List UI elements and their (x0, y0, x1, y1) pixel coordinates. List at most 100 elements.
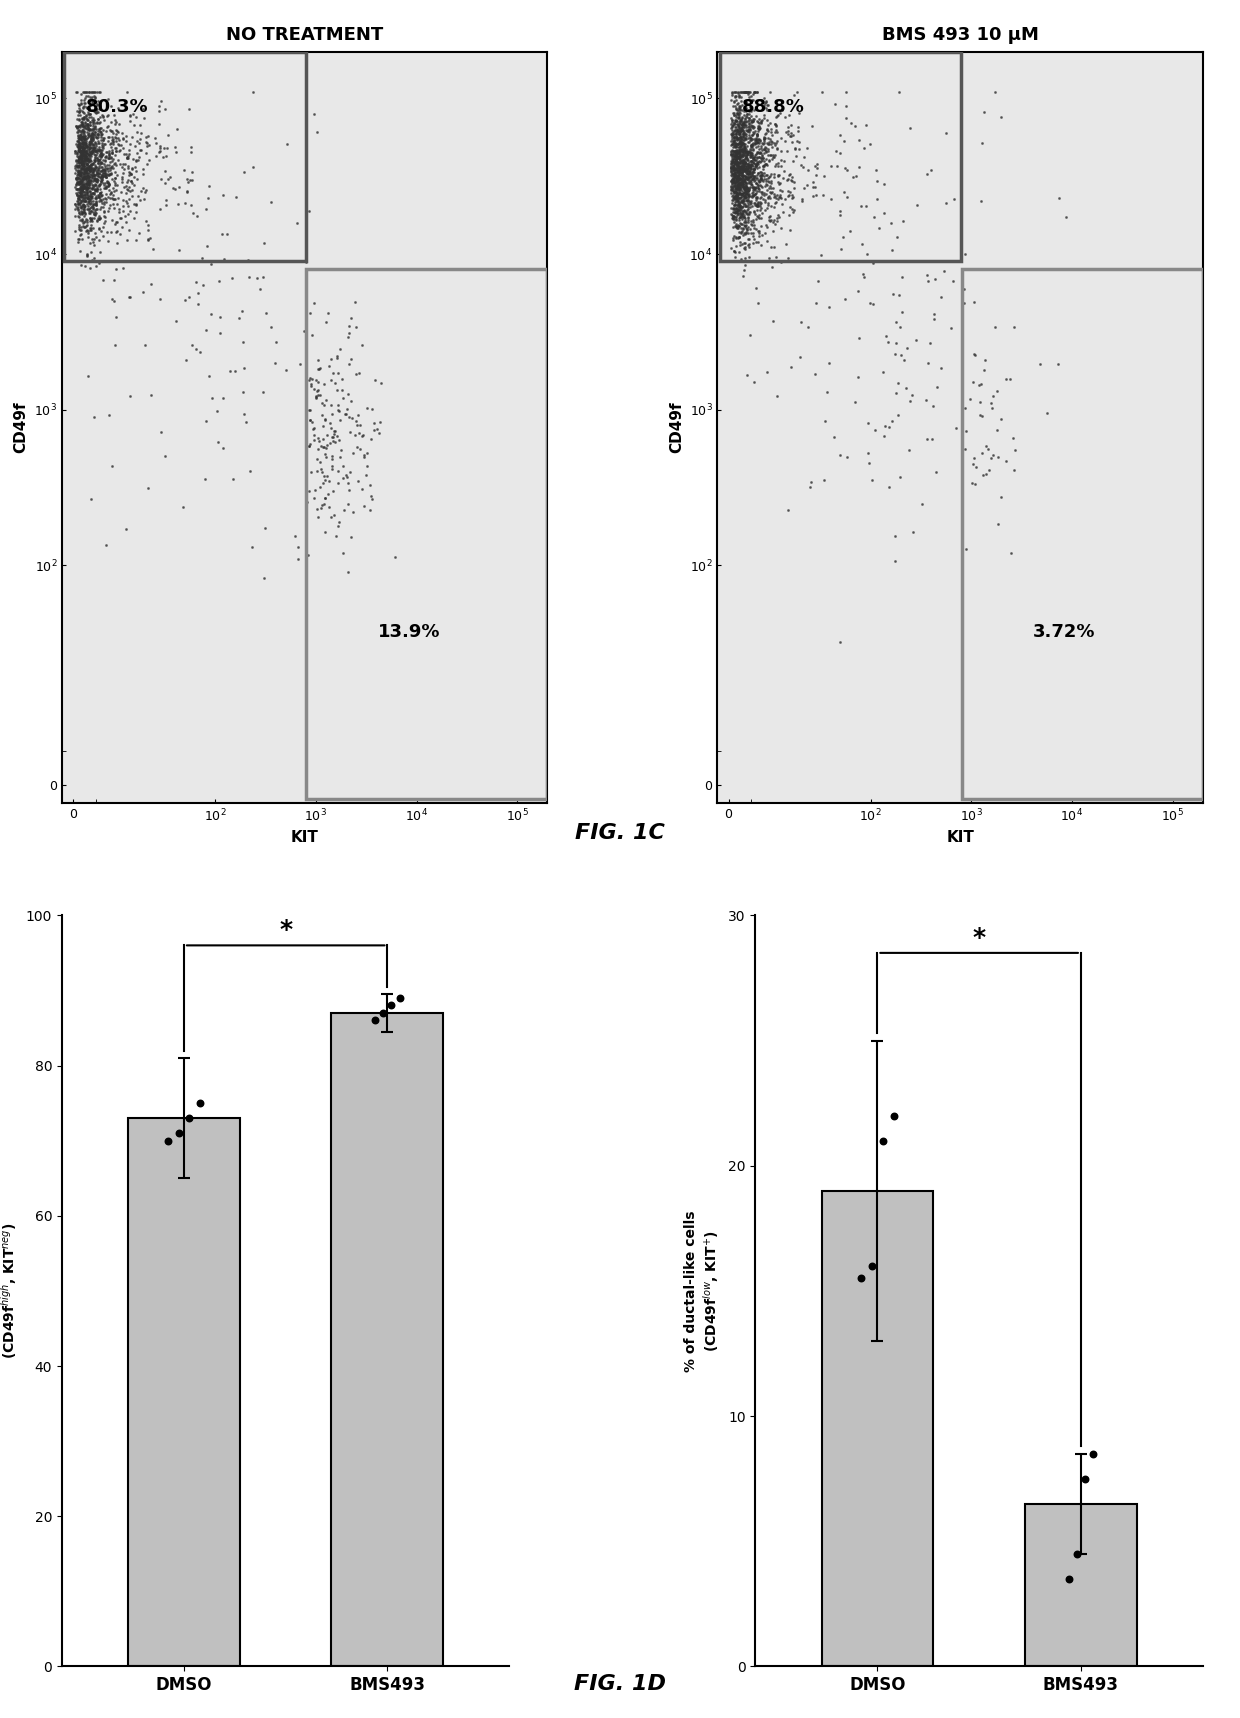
Point (735, 79, 755, 107)
Point (951, 426, 971, 454)
Point (296, 311, 316, 338)
Point (724, 127, 744, 155)
Point (81, 186, 100, 213)
Point (786, 79, 806, 107)
Point (781, 112, 801, 139)
Point (296, 392, 316, 419)
Point (878, 328, 898, 356)
Point (74, 184, 94, 211)
Point (742, 131, 761, 158)
Point (67, 131, 87, 158)
Point (316, 435, 336, 462)
Point (733, 148, 753, 175)
Point (722, 175, 742, 203)
Point (725, 132, 745, 160)
Point (321, 392, 341, 419)
Point (738, 165, 758, 192)
Point (732, 170, 751, 198)
Point (81, 137, 100, 165)
Point (728, 196, 748, 223)
Point (72, 151, 92, 179)
Point (210, 268, 229, 295)
Point (743, 86, 763, 113)
Point (738, 149, 758, 177)
Point (73, 129, 93, 156)
Point (730, 141, 750, 168)
Point (723, 151, 743, 179)
Point (317, 481, 337, 509)
Point (725, 125, 745, 153)
Point (952, 350, 972, 378)
Point (69, 170, 89, 198)
Point (71, 170, 91, 198)
Point (735, 141, 755, 168)
Point (733, 163, 753, 191)
Point (296, 409, 316, 436)
Point (727, 156, 746, 184)
Point (232, 297, 252, 325)
Point (746, 163, 766, 191)
Point (71, 137, 91, 165)
Point (74, 156, 94, 184)
Point (776, 167, 796, 194)
Point (738, 204, 758, 232)
Point (73, 163, 93, 191)
Point (733, 153, 753, 180)
Point (84, 82, 104, 110)
Point (737, 174, 756, 201)
Point (732, 129, 751, 156)
Point (729, 136, 749, 163)
Point (89, 143, 109, 170)
Point (86, 172, 105, 199)
Point (340, 417, 360, 445)
Point (773, 199, 792, 227)
Point (754, 101, 774, 129)
Point (74, 160, 94, 187)
Point (250, 275, 270, 302)
Point (105, 175, 125, 203)
Point (725, 94, 745, 122)
Point (734, 198, 754, 225)
Point (69, 158, 89, 186)
Point (102, 218, 122, 246)
Point (69, 129, 89, 156)
Point (748, 139, 768, 167)
Point (124, 170, 144, 198)
Point (72, 131, 92, 158)
Point (103, 452, 123, 479)
Point (746, 168, 766, 196)
Point (97, 156, 117, 184)
Point (68, 101, 88, 129)
Point (169, 1120, 188, 1148)
Point (735, 191, 755, 218)
Point (735, 174, 755, 201)
Point (257, 299, 277, 326)
Point (890, 342, 910, 369)
Point (936, 119, 956, 146)
Point (72, 144, 92, 172)
Point (68, 211, 88, 239)
Point (197, 316, 217, 344)
Point (68, 165, 88, 192)
Point (740, 96, 760, 124)
Point (730, 117, 750, 144)
Point (825, 91, 844, 119)
Point (296, 430, 316, 457)
Point (69, 113, 89, 141)
Point (737, 137, 756, 165)
Point (750, 168, 770, 196)
Point (79, 182, 99, 210)
Point (105, 210, 125, 237)
Point (255, 514, 275, 541)
Point (177, 179, 197, 206)
Point (735, 168, 755, 196)
Point (77, 132, 97, 160)
Point (296, 405, 316, 433)
Point (722, 155, 742, 182)
Point (805, 361, 825, 388)
Point (79, 155, 99, 182)
Point (732, 110, 751, 137)
Point (74, 134, 94, 161)
Point (78, 167, 98, 194)
Point (248, 265, 268, 292)
